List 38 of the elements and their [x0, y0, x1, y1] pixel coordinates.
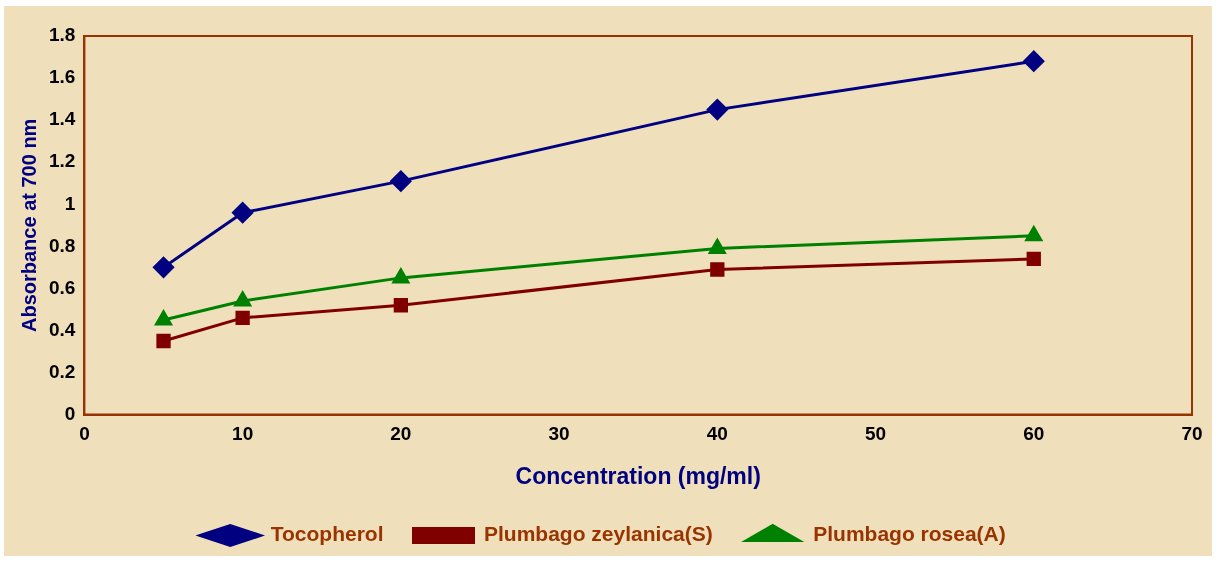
y-tick-label: 1.4 [48, 108, 76, 130]
x-tick-label: 60 [1023, 423, 1045, 445]
x-tick-label: 30 [548, 423, 570, 445]
y-axis-title: Absorbance at 700 nm [17, 118, 40, 333]
point [710, 262, 725, 277]
point [1023, 50, 1045, 72]
x-tick-label: 40 [706, 423, 728, 445]
y-tick-label: 1.8 [48, 24, 76, 46]
x-tick-label: 70 [1181, 423, 1203, 445]
legend-label: Tocopherol [270, 522, 384, 546]
point [390, 170, 412, 192]
x-tick-label: 50 [864, 423, 887, 445]
point [235, 310, 250, 325]
y-tick-label: 0.4 [48, 318, 76, 340]
point [156, 333, 171, 349]
legend-label: Plumbago rosea(A) [813, 522, 1006, 546]
point [155, 310, 172, 326]
point [393, 298, 409, 313]
point [1025, 226, 1043, 242]
point [232, 202, 254, 224]
y-tick-label: 1 [64, 192, 76, 214]
y-tick-label: 1.2 [48, 150, 76, 172]
point [153, 256, 175, 278]
point [234, 291, 252, 307]
point [708, 238, 726, 254]
x-axis-title: Concentration (mg/ml) [515, 462, 761, 489]
x-tick-label: 10 [232, 423, 254, 445]
x-tick-label: 0 [79, 423, 90, 445]
y-tick-label: 0 [64, 402, 76, 424]
x-tick-label: 20 [390, 423, 412, 445]
y-tick-label: 0.8 [48, 234, 76, 256]
y-tick-label: 0.6 [48, 276, 76, 298]
legend-label: Plumbago zeylanica(S) [484, 522, 713, 546]
point [706, 99, 728, 121]
point [392, 268, 410, 284]
point [1026, 251, 1041, 267]
y-tick-label: 0.2 [48, 360, 76, 382]
y-tick-label: 1.6 [48, 66, 76, 88]
